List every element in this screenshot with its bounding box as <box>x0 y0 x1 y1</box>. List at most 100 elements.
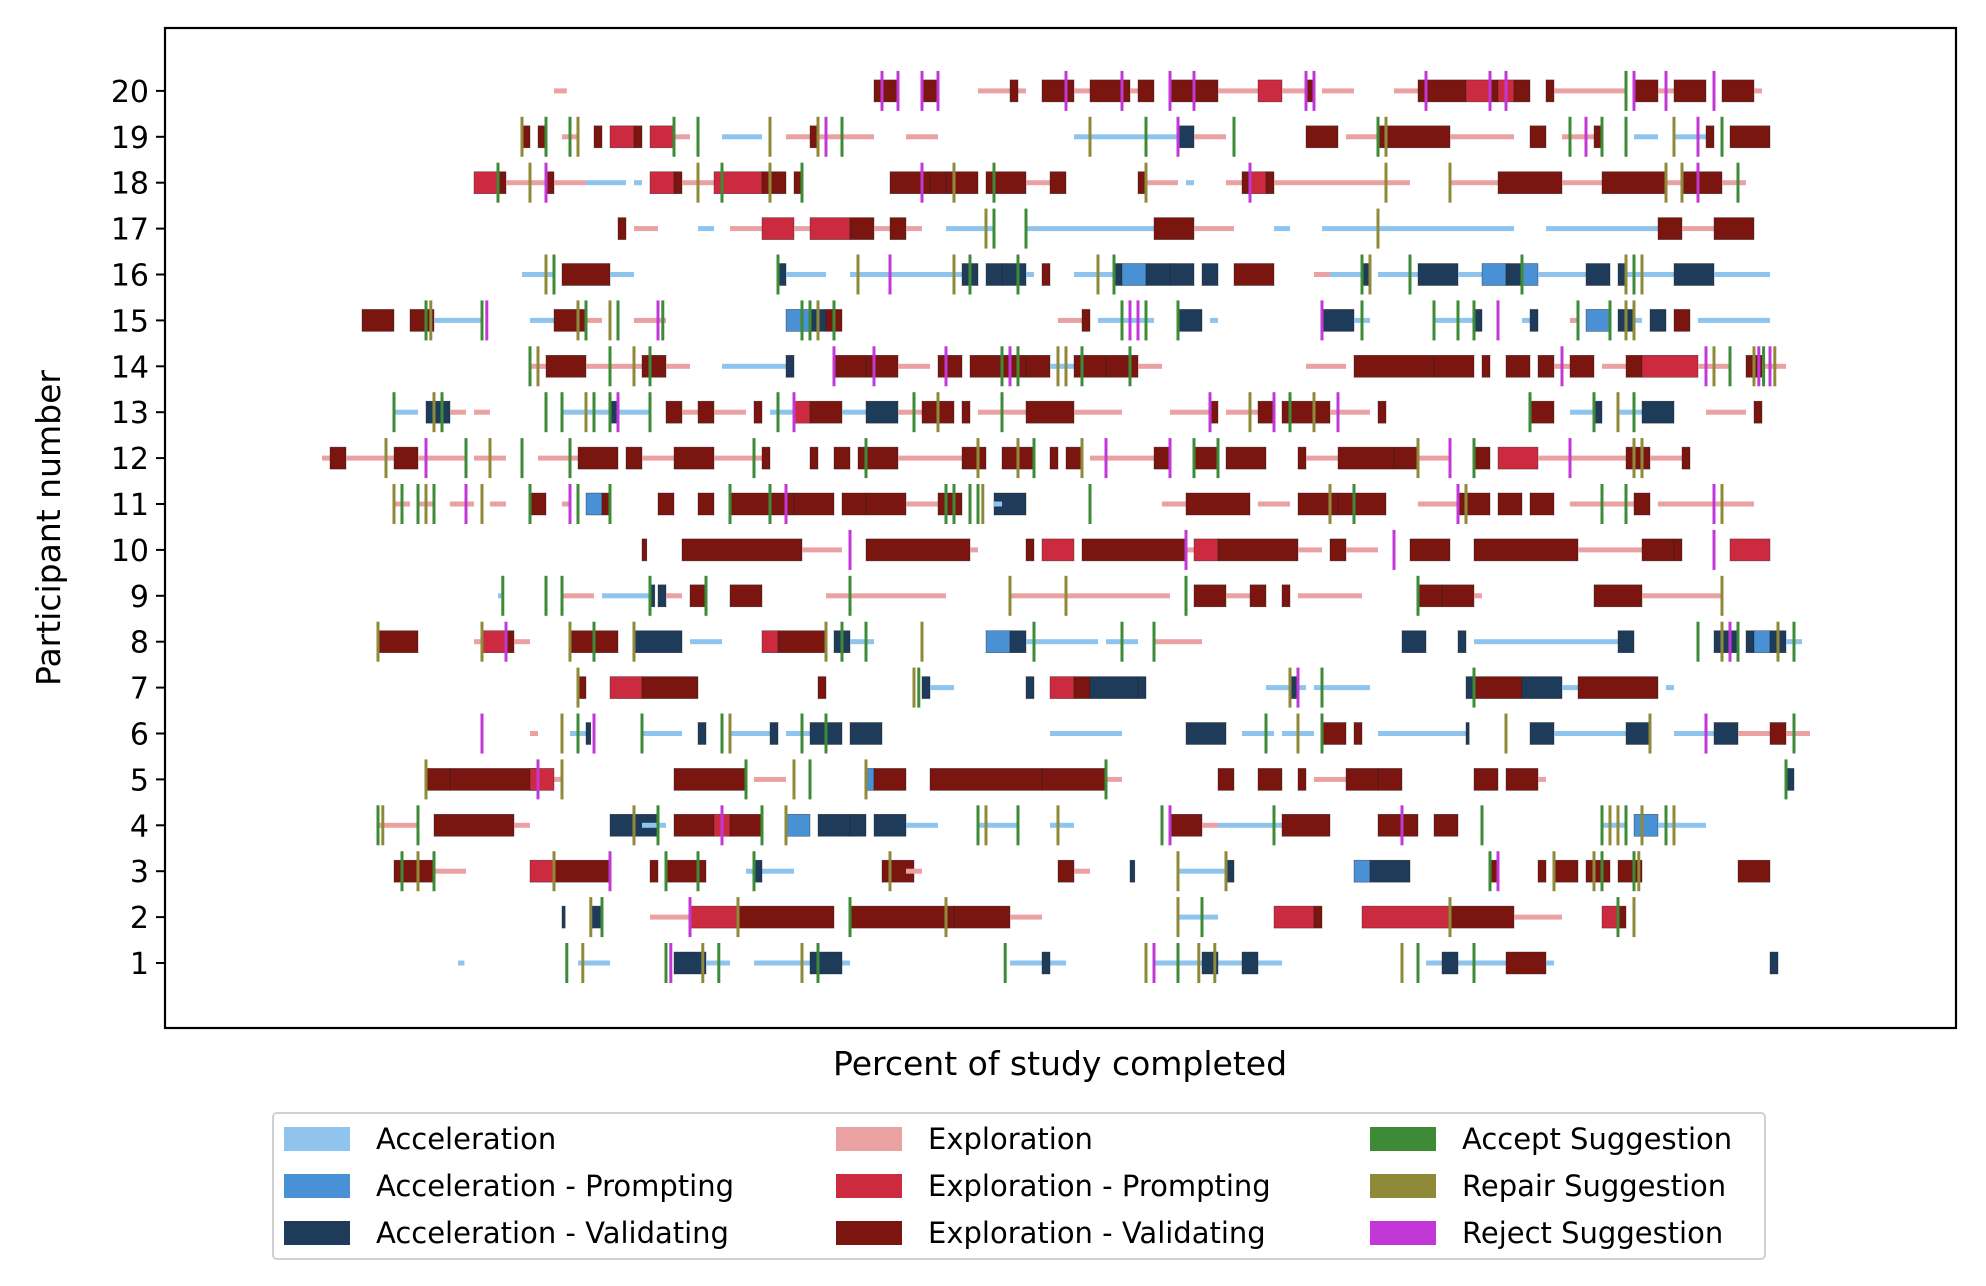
event-reject-p19-21 <box>1696 116 1700 157</box>
event-accept-p9-8 <box>1184 575 1188 616</box>
segment-exp-p16-19 <box>1314 272 1330 277</box>
event-accept-p5-7 <box>1104 759 1108 800</box>
segment-exp-p11-3 <box>490 501 506 507</box>
segment-exp-p19-17 <box>1346 134 1378 140</box>
event-reject-p13-20 <box>1336 392 1340 433</box>
legend-label-acc: Acceleration <box>376 1122 557 1156</box>
event-repair-p9-7 <box>1064 575 1068 616</box>
segment-expV-p4-7 <box>729 813 763 837</box>
segment-accV-p16-23 <box>1417 263 1459 286</box>
segment-expV-p11-10 <box>729 492 795 516</box>
segment-expV-p9-15 <box>1417 584 1443 608</box>
event-accept-p3-15 <box>1600 851 1604 892</box>
event-accept-p14-2 <box>608 346 612 387</box>
event-accept-p13-18 <box>1288 392 1292 433</box>
segment-expP-p8-8 <box>761 630 779 654</box>
segment-accV-p19-14 <box>1177 125 1195 149</box>
segment-expV-p3-19 <box>1553 859 1579 883</box>
segment-expV-p18-13 <box>889 171 931 194</box>
segment-expV-p4-18 <box>1281 813 1331 837</box>
segment-exp-p20-23 <box>1554 88 1626 94</box>
segment-expV-p19-5 <box>633 125 643 149</box>
segment-acc-p7-19 <box>1666 685 1674 691</box>
legend-item-expV: Exploration - Validating <box>836 1216 1266 1250</box>
segment-expV-p14-12 <box>1025 354 1051 378</box>
event-repair-p14-12 <box>1064 346 1068 387</box>
segment-expV-p12-30 <box>1473 446 1491 470</box>
segment-exp-p9-19 <box>1642 593 1722 599</box>
event-repair-p2-6 <box>1176 897 1180 938</box>
segment-acc-p1-0 <box>458 960 465 966</box>
segment-expV-p8-9 <box>777 630 827 654</box>
segment-acc-p15-3 <box>530 317 554 323</box>
segment-exp-p11-14 <box>906 501 938 507</box>
segment-accP-p8-23 <box>1753 630 1771 654</box>
segment-exp-p9-14 <box>1298 593 1362 599</box>
segment-expP-p3-2 <box>529 859 555 883</box>
segment-expP-p20-18 <box>1465 79 1491 103</box>
segment-acc-p9-0 <box>498 593 503 599</box>
segment-acc-p6-5 <box>730 731 778 736</box>
event-accept-p18-4 <box>720 162 724 203</box>
legend-label-expV: Exploration - Validating <box>928 1216 1266 1250</box>
event-reject-p20-16 <box>1712 70 1716 111</box>
segment-accV-p7-16 <box>1521 676 1563 699</box>
segment-expV-p20-4 <box>1009 79 1019 103</box>
segment-expV-p3-18 <box>1537 859 1547 883</box>
event-reject-p15-15 <box>1128 300 1132 341</box>
segment-exp-p20-0 <box>554 88 567 94</box>
y-tick-label-6: 6 <box>130 718 149 753</box>
segment-acc-p16-24 <box>1458 272 1482 277</box>
event-accept-p13-21 <box>1528 392 1532 433</box>
event-accept-p13-6 <box>592 392 596 433</box>
event-accept-p13-10 <box>776 392 780 433</box>
segment-exp-p12-34 <box>1650 455 1682 461</box>
y-tick-label-3: 3 <box>130 855 149 890</box>
segment-expP-p7-7 <box>1049 676 1075 699</box>
segment-acc-p17-2 <box>698 226 714 232</box>
event-accept-p16-1 <box>552 254 556 295</box>
event-accept-p19-16 <box>1568 116 1572 157</box>
event-reject-p20-1 <box>896 70 900 111</box>
segment-expV-p11-4 <box>529 492 547 516</box>
segment-acc-p7-13 <box>1314 685 1370 691</box>
segment-expV-p11-19 <box>1185 492 1251 516</box>
segment-expV-p7-15 <box>1473 676 1523 699</box>
event-repair-p6-6 <box>728 713 732 754</box>
event-accept-p15-25 <box>1576 300 1580 341</box>
event-repair-p13-19 <box>1312 392 1316 433</box>
segment-expV-p16-11 <box>1041 263 1051 286</box>
segment-expV-p9-16 <box>1441 584 1475 608</box>
segment-exp-p19-11 <box>818 134 874 140</box>
segment-expV-p15-4 <box>553 309 579 332</box>
segment-expV-p14-8 <box>865 354 899 378</box>
legend-label-accV: Acceleration - Validating <box>376 1216 729 1250</box>
event-reject-p6-0 <box>480 713 484 754</box>
segment-expV-p13-30 <box>1529 400 1555 424</box>
segment-accV-p13-16 <box>865 400 899 424</box>
segment-expV-p18-32 <box>1681 171 1723 194</box>
event-repair-p12-3 <box>488 438 492 479</box>
segment-expV-p11-11 <box>793 492 835 516</box>
legend-swatch-reject <box>1370 1221 1436 1245</box>
event-reject-p18-2 <box>544 162 548 203</box>
event-accept-p14-14 <box>1128 346 1132 387</box>
event-reject-p14-15 <box>1560 346 1564 387</box>
event-repair-p8-0 <box>376 621 380 662</box>
event-repair-p4-9 <box>984 805 988 846</box>
segment-acc-p4-13 <box>978 822 1018 828</box>
event-accept-p13-2 <box>440 392 444 433</box>
segment-expV-p18-8 <box>673 171 683 194</box>
event-accept-p11-14 <box>944 484 948 524</box>
segment-exp-p18-29 <box>1562 180 1602 186</box>
event-repair-p1-13 <box>1213 943 1217 983</box>
event-repair-p19-6 <box>768 116 772 157</box>
event-reject-p12-19 <box>1568 438 1572 479</box>
segment-expV-p12-7 <box>577 446 619 470</box>
event-accept-p6-4 <box>640 713 644 754</box>
segment-accV-p6-9 <box>849 722 883 745</box>
event-accept-p15-13 <box>832 300 836 341</box>
segment-expV-p5-11 <box>1217 768 1235 791</box>
segment-expP-p13-13 <box>793 400 811 424</box>
